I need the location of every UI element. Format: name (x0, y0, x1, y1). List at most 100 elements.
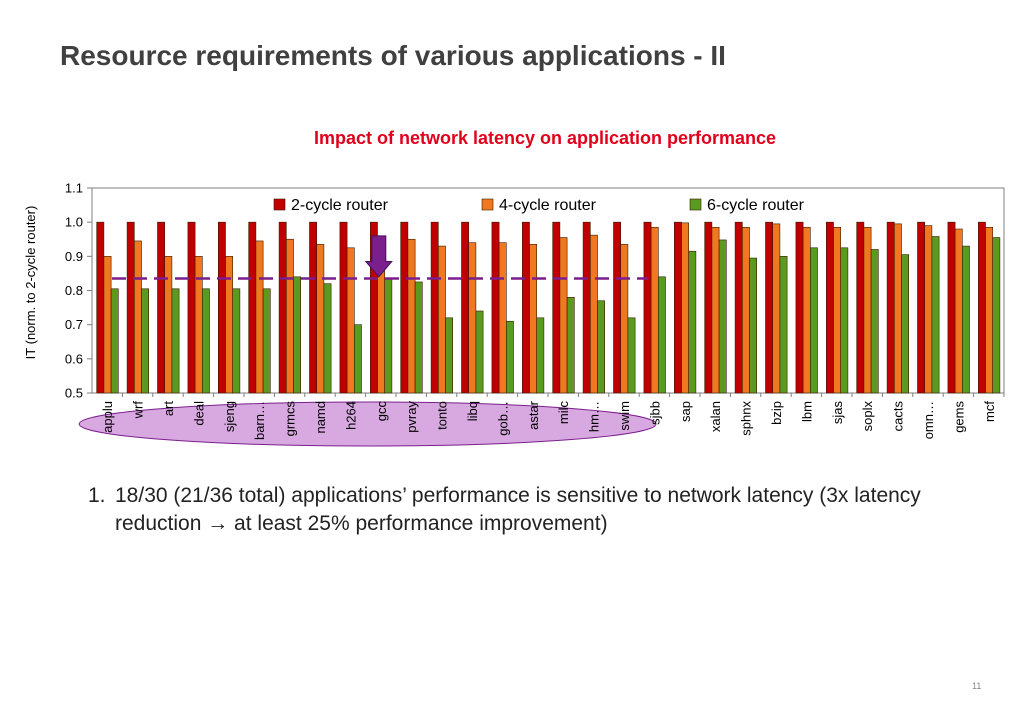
bar-2cycle (157, 221, 165, 394)
bar-2cycle (977, 221, 986, 394)
x-tick-label: sjas (830, 401, 845, 425)
x-tick-label: barn… (252, 401, 267, 440)
x-tick-label: grmcs (283, 401, 298, 437)
bar-4cycle (772, 223, 781, 394)
chart-title: Impact of network latency on application… (313, 128, 777, 148)
bullet-point: 1. 18/30 (21/36 total) applications’ per… (88, 482, 968, 538)
bar-4cycle (893, 223, 902, 394)
bar-2cycle (734, 221, 743, 394)
bar-2cycle (947, 221, 956, 394)
bar-6cycle (384, 278, 393, 394)
bar-6cycle (779, 256, 788, 394)
bar-2cycle (825, 221, 834, 394)
bar-4cycle (620, 244, 629, 394)
bar-4cycle (285, 238, 294, 394)
bar-6cycle (293, 276, 301, 394)
y-tick-label: 0.5 (65, 386, 83, 401)
y-tick-label: 0.6 (65, 351, 83, 366)
y-tick-label: 0.8 (65, 283, 83, 298)
y-tick-label: 1.0 (65, 215, 83, 230)
x-tick-label: mcf (982, 401, 997, 422)
bar-2cycle (643, 221, 652, 394)
bar-2cycle (248, 221, 257, 394)
bar-2cycle (218, 221, 226, 394)
bar-4cycle (498, 242, 507, 394)
bar-6cycle (414, 281, 423, 394)
legend-label: 4-cycle router (499, 197, 597, 214)
bar-6cycle (475, 310, 484, 394)
x-tick-label: astar (526, 400, 541, 430)
bar-4cycle (863, 226, 872, 394)
legend-label: 6-cycle router (707, 197, 805, 214)
x-tick-label: h264 (343, 401, 358, 430)
bar-4cycle (529, 244, 537, 394)
x-tick-label: sjbb (647, 401, 662, 425)
bar-4cycle (924, 225, 933, 394)
bar-6cycle (901, 254, 909, 394)
bar-4cycle (468, 242, 477, 394)
bar-4cycle (225, 256, 233, 394)
bar-4cycle (255, 240, 264, 394)
bar-2cycle (430, 221, 439, 394)
bar-6cycle (627, 317, 636, 394)
y-tick-label: 0.9 (65, 249, 83, 264)
bar-2cycle (552, 221, 561, 394)
bar-2cycle (126, 221, 135, 394)
bar-4cycle (589, 234, 598, 394)
x-tick-label: cacts (891, 401, 906, 432)
legend-swatch (689, 198, 702, 211)
bar-6cycle (353, 324, 362, 394)
bar-6cycle (202, 288, 210, 394)
bar-6cycle (262, 288, 271, 394)
bar-2cycle (309, 221, 317, 394)
x-tick-label: pvray (404, 401, 419, 433)
bar-6cycle (840, 247, 849, 394)
x-tick-label: lbm (799, 401, 814, 422)
bar-4cycle (650, 226, 659, 394)
down-arrow-icon (364, 235, 393, 278)
bar-4cycle (985, 226, 993, 394)
bar-2cycle (491, 221, 500, 394)
bar-6cycle (141, 288, 149, 394)
x-tick-label: deal (191, 401, 206, 426)
bar-4cycle (103, 256, 112, 394)
bar-6cycle (718, 239, 727, 394)
bar-2cycle (96, 221, 105, 394)
x-tick-label: wrf (131, 401, 146, 420)
bar-6cycle (961, 245, 970, 394)
y-tick-label: 0.7 (65, 317, 83, 332)
bar-2cycle (795, 221, 804, 394)
bar-2cycle (521, 221, 530, 394)
bar-2cycle (461, 221, 469, 394)
bar-4cycle (346, 247, 355, 394)
bar-6cycle (232, 288, 241, 394)
bar-4cycle (164, 256, 173, 394)
bar-6cycle (505, 320, 514, 394)
bar-4cycle (711, 226, 720, 394)
bar-6cycle (566, 297, 575, 394)
bullet-number: 1. (88, 484, 106, 507)
legend-swatch (273, 198, 286, 211)
bar-4cycle (194, 256, 203, 394)
x-tick-label: art (161, 401, 176, 417)
x-tick-label: swim (617, 401, 632, 431)
bar-2cycle (704, 221, 713, 394)
x-tick-label: tonto (435, 401, 450, 430)
bar-4cycle (741, 226, 750, 394)
x-tick-label: milc (556, 401, 571, 425)
bar-4cycle (833, 226, 841, 394)
bar-4cycle (407, 238, 416, 394)
x-tick-label: sjeng (222, 401, 237, 432)
bar-2cycle (278, 221, 287, 394)
bar-6cycle (445, 317, 453, 394)
x-tick-label: libq (465, 401, 480, 421)
bar-2cycle (673, 221, 682, 394)
x-tick-label: gems (951, 401, 966, 433)
x-tick-label: sap (678, 401, 693, 422)
y-tick-label: 1.1 (65, 181, 83, 196)
bar-6cycle (597, 300, 605, 394)
bar-2cycle (339, 221, 348, 394)
bar-2cycle (187, 221, 196, 394)
bar-4cycle (954, 228, 963, 394)
x-tick-label: hm… (587, 401, 602, 432)
